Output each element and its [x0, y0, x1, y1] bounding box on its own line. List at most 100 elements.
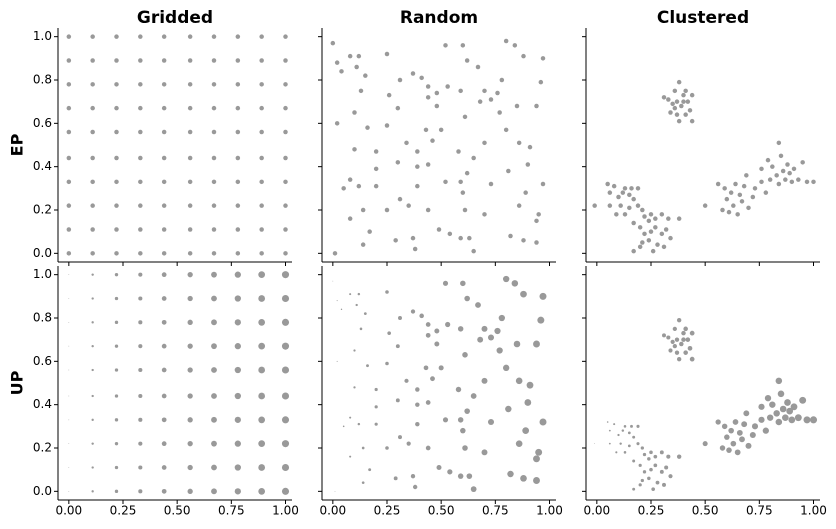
point — [642, 231, 647, 237]
point — [66, 203, 72, 208]
point — [283, 227, 288, 232]
point — [234, 319, 241, 326]
point — [676, 317, 682, 323]
point — [619, 442, 622, 445]
point — [750, 194, 756, 200]
point — [689, 118, 695, 124]
point — [281, 440, 290, 448]
point — [784, 399, 791, 406]
point — [434, 341, 440, 347]
point — [68, 345, 70, 347]
point — [475, 302, 481, 308]
point — [661, 95, 667, 100]
point — [666, 454, 671, 459]
point — [758, 416, 765, 423]
point — [436, 227, 442, 232]
point — [91, 490, 94, 493]
point — [161, 367, 167, 373]
point — [460, 43, 466, 48]
point — [776, 181, 782, 187]
point — [724, 434, 730, 440]
point — [352, 147, 357, 152]
point — [161, 203, 167, 208]
x-tick-label: 0.00 — [319, 504, 346, 518]
point — [685, 99, 691, 104]
point — [161, 343, 167, 349]
point — [415, 164, 420, 169]
point — [623, 451, 627, 454]
x-tick-label: 1.00 — [272, 504, 299, 518]
point — [477, 336, 484, 343]
point — [283, 155, 288, 161]
point — [161, 465, 167, 470]
point — [138, 129, 143, 135]
point — [373, 183, 379, 189]
point — [794, 414, 802, 422]
point — [539, 418, 547, 426]
point — [458, 235, 463, 241]
point — [721, 423, 728, 430]
point — [527, 144, 533, 150]
point — [283, 179, 288, 185]
point — [281, 318, 290, 326]
point — [68, 395, 70, 397]
point — [649, 450, 653, 455]
point — [538, 79, 544, 85]
point — [258, 366, 266, 374]
point — [782, 414, 789, 421]
point — [138, 58, 143, 63]
point — [442, 280, 449, 286]
point — [653, 225, 658, 230]
point — [506, 168, 511, 174]
point — [674, 350, 680, 355]
point — [627, 205, 632, 211]
point — [360, 207, 366, 213]
point — [91, 368, 94, 372]
point — [745, 442, 752, 449]
point — [689, 92, 695, 98]
point — [138, 441, 143, 446]
point — [438, 127, 444, 133]
point — [258, 342, 266, 350]
point — [649, 467, 653, 472]
point — [281, 342, 290, 350]
point — [627, 444, 631, 448]
point — [419, 75, 424, 81]
point — [374, 422, 378, 426]
point — [138, 179, 143, 185]
point — [733, 181, 738, 187]
point — [457, 417, 464, 423]
point — [533, 455, 540, 463]
point — [462, 445, 468, 451]
point — [534, 240, 539, 245]
point — [515, 440, 523, 447]
point — [415, 149, 420, 154]
point — [482, 88, 487, 94]
point — [661, 244, 667, 250]
point — [281, 294, 290, 303]
point — [646, 238, 652, 243]
point — [608, 442, 611, 445]
point — [744, 173, 749, 178]
point — [384, 123, 390, 128]
point — [234, 295, 241, 302]
point — [724, 196, 730, 202]
point — [632, 487, 636, 491]
y-tick-label: 1.0 — [33, 267, 52, 281]
point — [259, 155, 264, 161]
point — [347, 177, 353, 182]
point — [66, 129, 72, 135]
point — [138, 227, 143, 232]
point — [462, 114, 468, 120]
point — [497, 110, 502, 115]
point — [668, 235, 673, 241]
point — [68, 298, 70, 299]
point — [471, 155, 476, 161]
y-tick-label: 0.2 — [33, 441, 52, 455]
point — [281, 271, 290, 279]
point — [161, 58, 167, 63]
point — [775, 377, 783, 385]
point — [356, 53, 362, 59]
point — [114, 465, 119, 470]
point — [605, 181, 610, 187]
